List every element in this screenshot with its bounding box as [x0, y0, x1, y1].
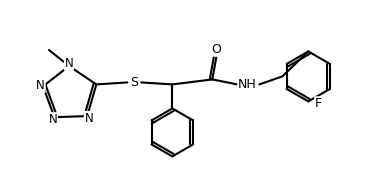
Text: O: O — [211, 43, 221, 56]
Text: S: S — [130, 76, 138, 89]
Text: F: F — [315, 97, 322, 110]
Text: N: N — [36, 79, 45, 92]
Text: N: N — [65, 57, 73, 70]
Text: N: N — [49, 113, 57, 126]
Text: NH: NH — [238, 78, 257, 91]
Text: N: N — [84, 112, 93, 125]
